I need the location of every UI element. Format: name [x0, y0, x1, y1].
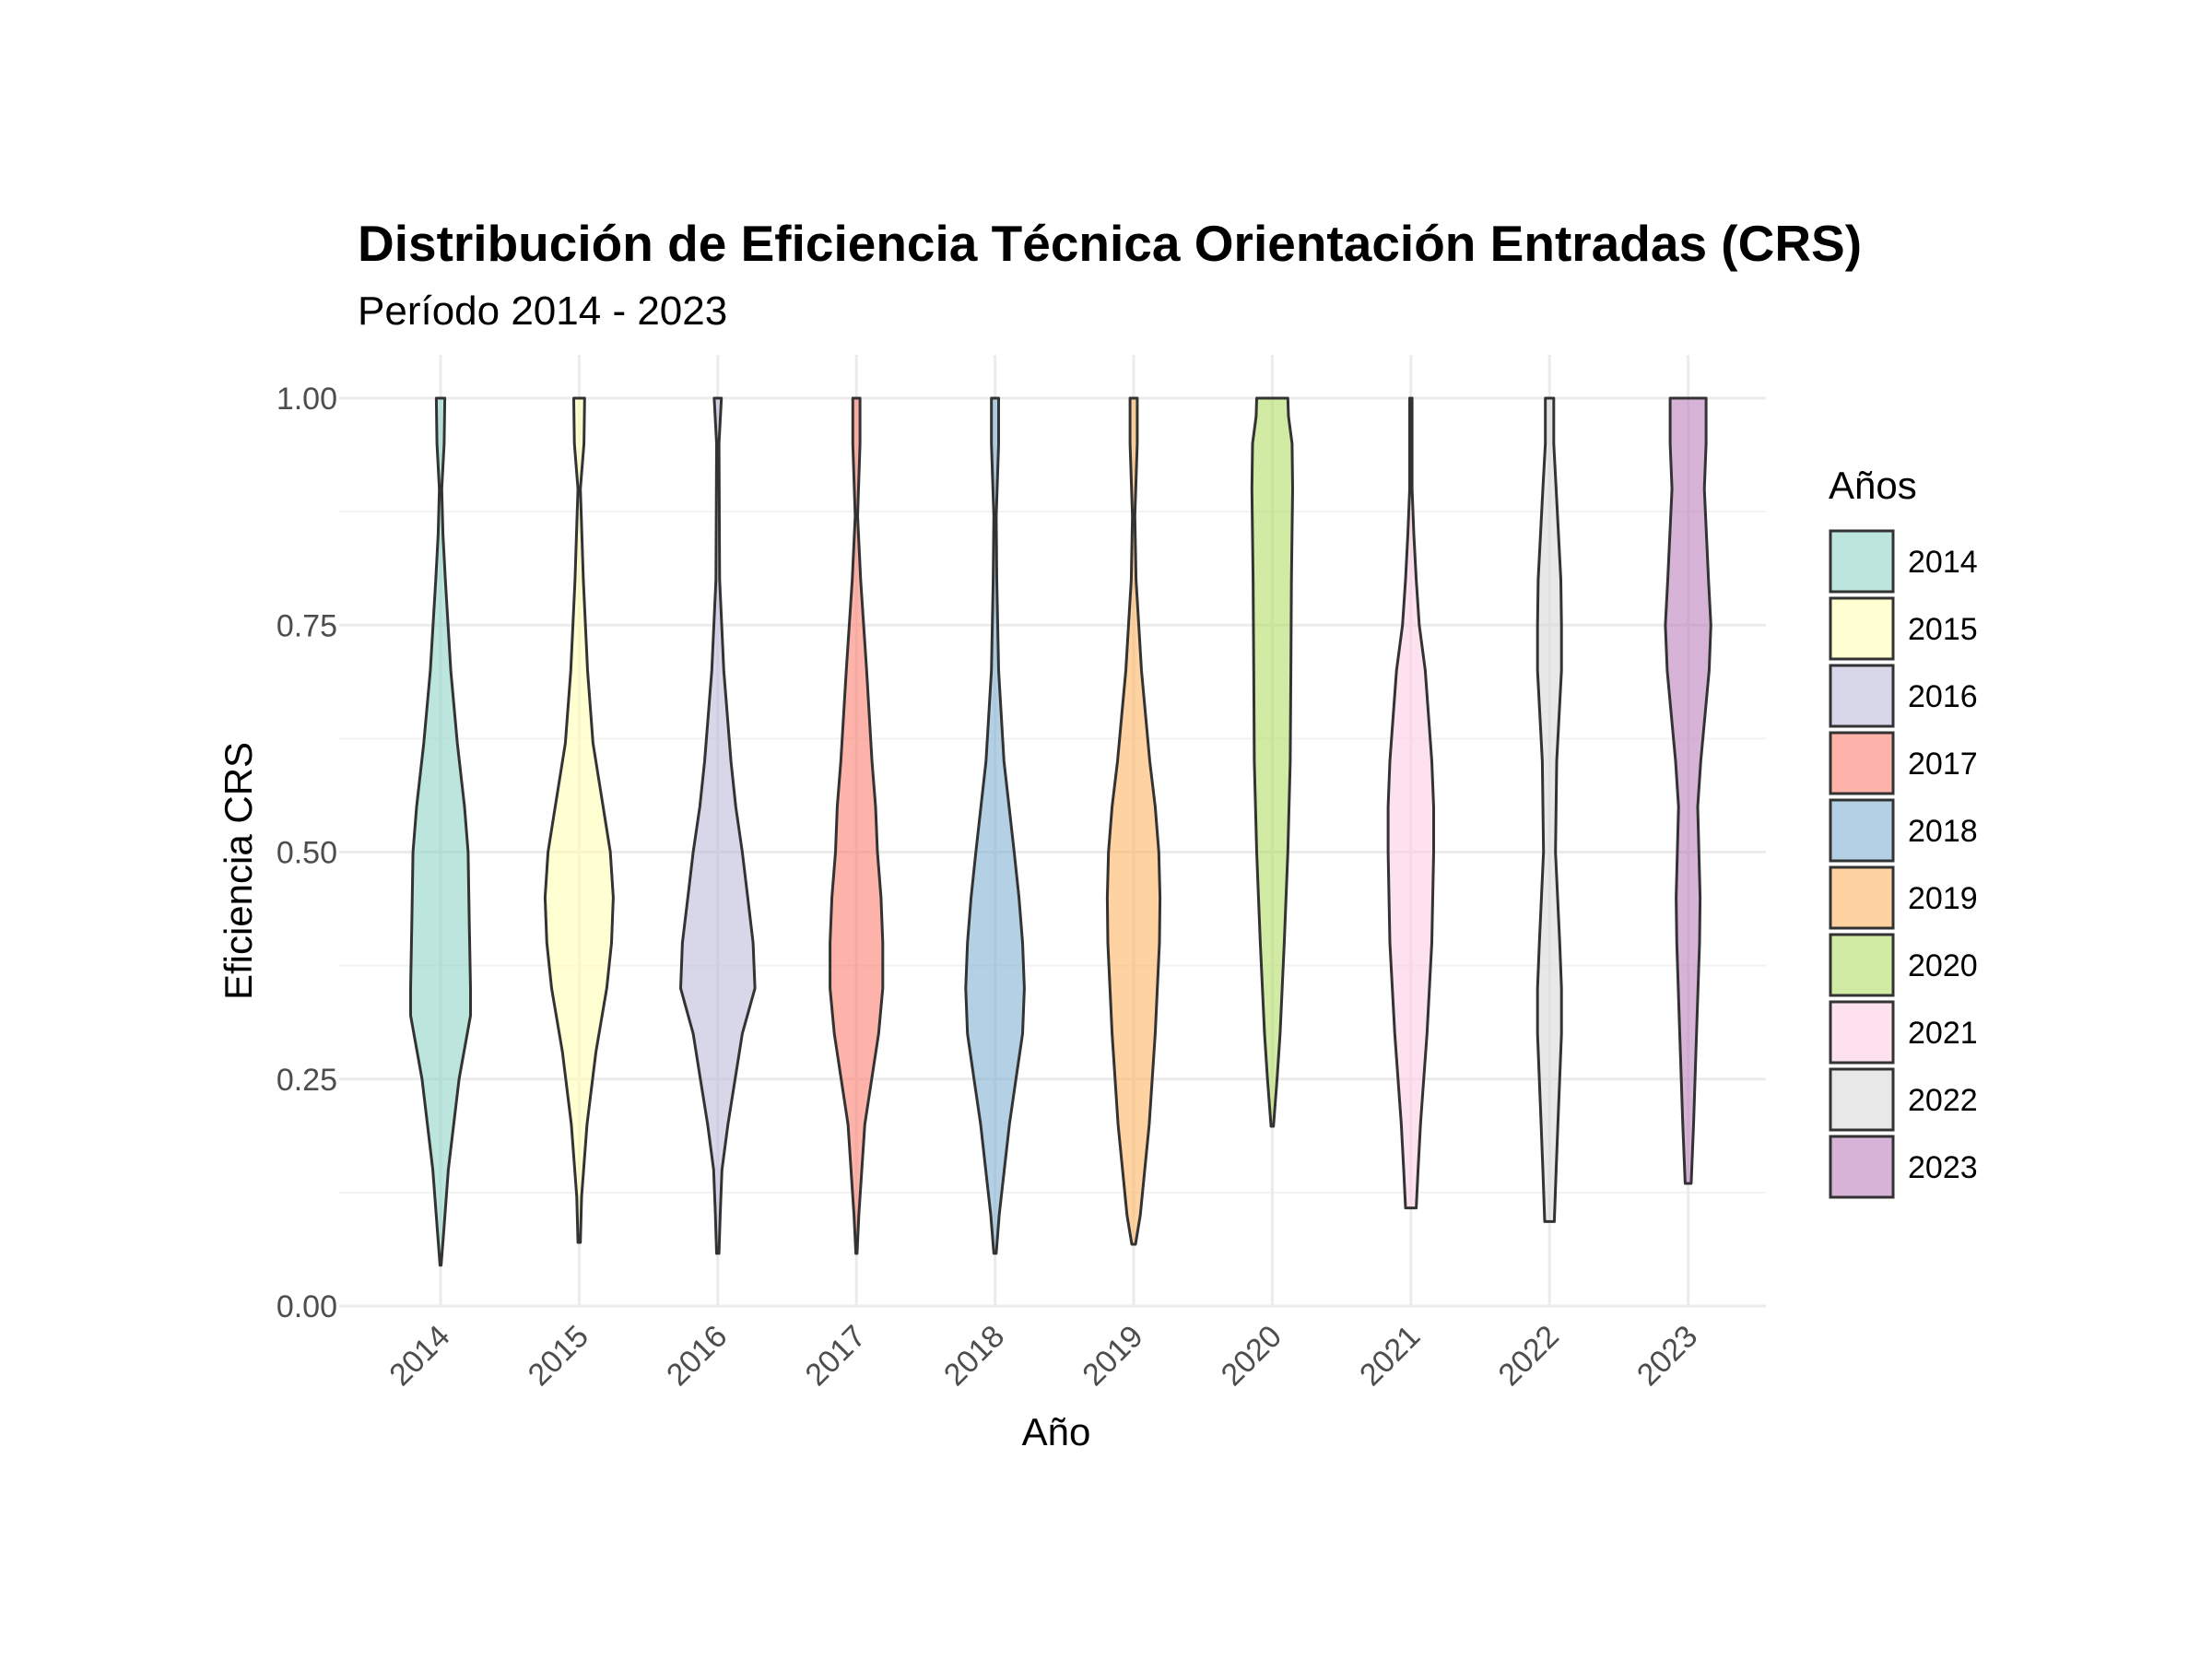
- x-tick-label: 2017: [799, 1319, 873, 1393]
- x-tick-label: 2019: [1076, 1319, 1149, 1393]
- legend-item-2016: 2016: [1829, 664, 1978, 728]
- x-tick-label: 2016: [660, 1319, 734, 1393]
- x-tick-label: 2021: [1353, 1319, 1427, 1393]
- legend: Años 2014 2015 2016 2017 2018 2019 2020 2021 202…: [1829, 464, 1978, 1199]
- violin-2015: [543, 396, 615, 1244]
- x-tick-label: 2018: [937, 1319, 1011, 1393]
- legend-key: [1829, 933, 1895, 997]
- x-tick-label: 2020: [1215, 1319, 1288, 1393]
- legend-title: Años: [1829, 464, 1917, 507]
- legend-key: [1829, 529, 1895, 594]
- y-tick-label: 0.00: [276, 1289, 337, 1324]
- legend-key: [1829, 865, 1895, 930]
- legend-item-2018: 2018: [1829, 798, 1978, 863]
- x-axis-title: Año: [1022, 1410, 1091, 1453]
- x-tick-label: 2022: [1492, 1319, 1566, 1393]
- legend-item-2014: 2014: [1829, 529, 1978, 594]
- legend-item-2019: 2019: [1829, 865, 1978, 930]
- violin-2017: [829, 396, 885, 1255]
- violins: [409, 396, 1712, 1267]
- violin-2019: [1105, 396, 1162, 1246]
- y-axis-ticks: 0.00 0.25 0.50 0.75 1.00: [276, 382, 337, 1324]
- legend-key: [1829, 664, 1895, 728]
- violin-2020: [1250, 396, 1294, 1128]
- legend-label: 2020: [1908, 948, 1978, 983]
- legend-label: 2023: [1908, 1150, 1978, 1185]
- legend-key: [1829, 1000, 1895, 1065]
- violin-2014: [409, 396, 472, 1267]
- legend-item-2022: 2022: [1829, 1067, 1978, 1132]
- y-tick-label: 0.25: [276, 1063, 337, 1098]
- legend-label: 2021: [1908, 1016, 1978, 1051]
- legend-key: [1829, 596, 1895, 661]
- x-tick-label: 2015: [522, 1319, 595, 1393]
- x-tick-label: 2023: [1630, 1319, 1704, 1393]
- y-axis-title: Eficiencia CRS: [217, 742, 260, 1000]
- y-tick-label: 1.00: [276, 382, 337, 417]
- legend-item-2023: 2023: [1829, 1135, 1978, 1199]
- legend-key: [1829, 1067, 1895, 1132]
- legend-key: [1829, 1135, 1895, 1199]
- violin-2018: [964, 396, 1026, 1255]
- legend-label: 2015: [1908, 612, 1978, 647]
- chart-subtitle: Período 2014 - 2023: [358, 288, 727, 334]
- violin-2023: [1664, 396, 1712, 1185]
- legend-key: [1829, 798, 1895, 863]
- violin-2022: [1535, 396, 1563, 1223]
- legend-label: 2019: [1908, 881, 1978, 916]
- legend-label: 2018: [1908, 814, 1978, 849]
- legend-label: 2022: [1908, 1083, 1978, 1118]
- y-tick-label: 0.75: [276, 608, 337, 643]
- legend-key: [1829, 731, 1895, 795]
- chart-title: Distribución de Eficiencia Técnica Orien…: [358, 215, 1862, 272]
- violin-2021: [1386, 396, 1435, 1210]
- legend-item-2017: 2017: [1829, 731, 1978, 795]
- legend-item-2015: 2015: [1829, 596, 1978, 661]
- legend-item-2021: 2021: [1829, 1000, 1978, 1065]
- violin-2016: [679, 396, 757, 1255]
- y-tick-label: 0.50: [276, 836, 337, 871]
- x-tick-label: 2014: [382, 1319, 456, 1393]
- x-axis-ticks: 2014 2015 2016 2017 2018 2019 2020 2021 2022 2023: [382, 1319, 1704, 1393]
- legend-label: 2016: [1908, 679, 1978, 714]
- legend-item-2020: 2020: [1829, 933, 1978, 997]
- legend-label: 2017: [1908, 747, 1978, 782]
- legend-label: 2014: [1908, 545, 1978, 580]
